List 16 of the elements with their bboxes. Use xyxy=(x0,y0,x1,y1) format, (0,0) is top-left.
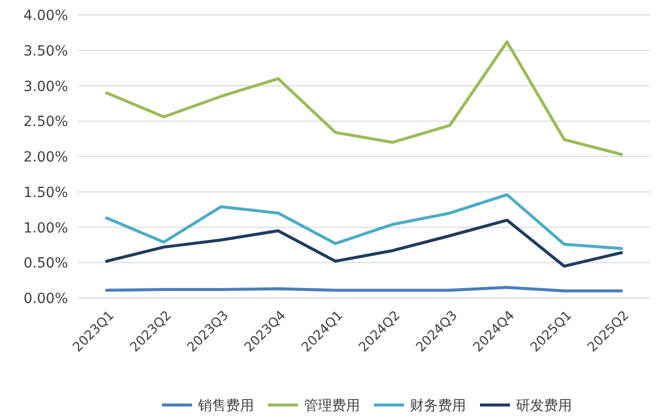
line-series xyxy=(105,193,623,250)
line-series xyxy=(105,40,623,156)
y-tick-label: 0.00% xyxy=(24,291,68,307)
y-tick-label: 4.00% xyxy=(24,8,68,24)
y-tick-label: 2.50% xyxy=(24,114,68,130)
legend-label: 销售费用 xyxy=(197,398,254,414)
legend-label: 管理费用 xyxy=(304,398,360,414)
y-tick-label: 1.50% xyxy=(24,184,68,201)
legend-label: 财务费用 xyxy=(410,398,466,414)
y-tick-label: 3.50% xyxy=(24,43,68,60)
y-tick-label: 0.50% xyxy=(24,256,68,272)
line-series xyxy=(105,218,623,268)
legend-label: 研发费用 xyxy=(516,398,572,414)
y-tick-label: 3.00% xyxy=(24,78,68,95)
y-tick-label: 2.00% xyxy=(24,150,68,166)
y-tick-label: 1.00% xyxy=(24,220,68,236)
